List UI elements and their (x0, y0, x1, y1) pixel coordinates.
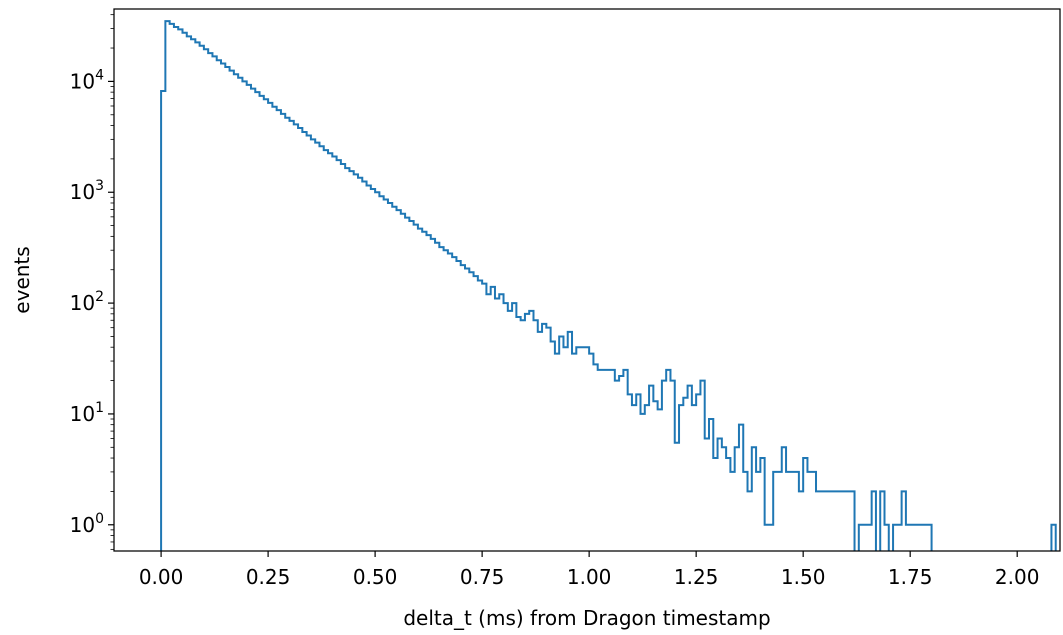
y-tick-label: 100 (70, 511, 104, 537)
x-axis: 0.00 0.25 0.50 0.75 1.00 1.25 1.50 1.75 2.00 (139, 551, 1040, 589)
x-tick-label: 0.50 (353, 565, 398, 589)
y-axis-label: events (10, 246, 34, 313)
y-tick-label: 103 (70, 178, 104, 204)
y-tick-label: 104 (70, 67, 104, 93)
y-axis: 100 101 102 103 104 (70, 14, 114, 550)
x-axis-label: delta_t (ms) from Dragon timestamp (403, 606, 770, 630)
x-tick-label: 1.50 (781, 565, 826, 589)
x-tick-label: 0.25 (246, 565, 291, 589)
series-layer (160, 20, 1057, 551)
y-tick-label: 102 (70, 289, 104, 315)
x-tick-label: 0.00 (139, 565, 184, 589)
histogram-series-line (160, 20, 1057, 551)
x-tick-label: 1.00 (567, 565, 612, 589)
y-tick-label: 101 (70, 400, 104, 426)
x-tick-label: 1.75 (888, 565, 933, 589)
x-tick-label: 0.75 (460, 565, 505, 589)
plot-frame (113, 8, 1061, 552)
x-tick-label: 1.25 (674, 565, 719, 589)
x-tick-label: 2.00 (995, 565, 1040, 589)
